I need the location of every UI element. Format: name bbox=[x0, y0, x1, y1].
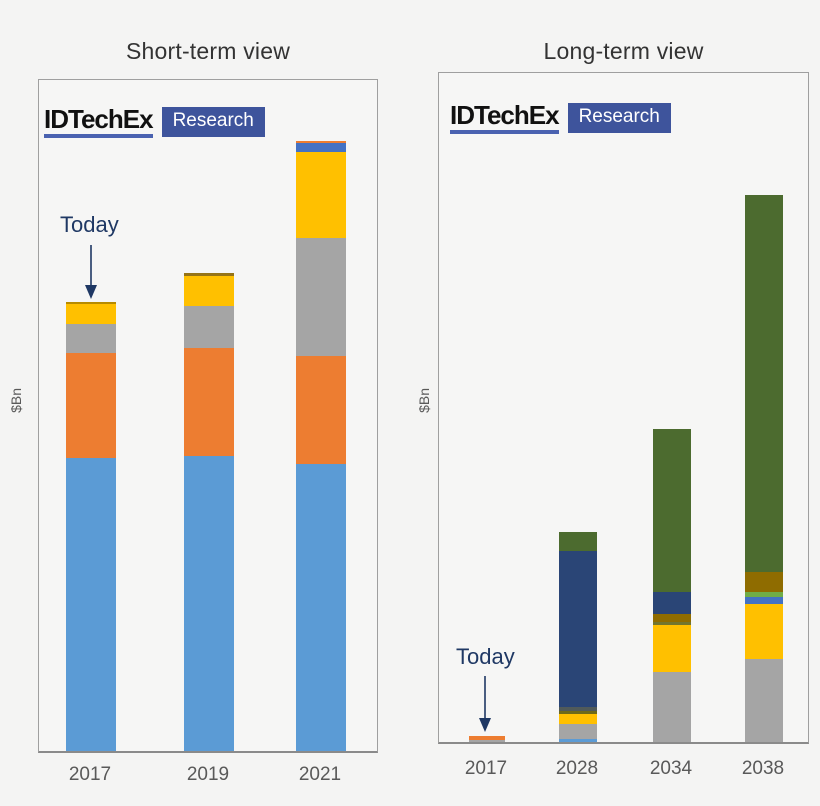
segment-navy bbox=[559, 551, 597, 707]
segment-yellow bbox=[66, 304, 116, 324]
x-axis-short-term: 2017 2019 2021 bbox=[38, 764, 378, 790]
segment-brown-sliver bbox=[184, 273, 234, 276]
plot-area-long-term bbox=[439, 73, 808, 742]
segment-olive bbox=[653, 622, 691, 625]
segment-light-blue bbox=[66, 458, 116, 751]
segment-brown bbox=[653, 614, 691, 622]
segment-gray bbox=[184, 306, 234, 348]
idtechex-research-badge: Research bbox=[161, 107, 265, 137]
segment-yellow bbox=[296, 152, 346, 238]
segment-navy bbox=[653, 592, 691, 614]
segment-slate bbox=[559, 707, 597, 711]
segment-orange-sliver bbox=[296, 141, 346, 143]
x-tick-2038: 2038 bbox=[741, 758, 785, 779]
x-axis-long-term: 2017 2028 2034 2038 bbox=[438, 758, 809, 784]
bar-2028 bbox=[559, 532, 597, 742]
segment-olive bbox=[559, 711, 597, 714]
segment-yellow bbox=[745, 604, 783, 659]
x-tick-2017: 2017 bbox=[68, 764, 112, 785]
bar-2017 bbox=[66, 302, 116, 751]
segment-orange bbox=[296, 356, 346, 464]
segment-gold-sliver bbox=[66, 302, 116, 304]
idtechex-logo-text: IDTechEx bbox=[450, 102, 560, 134]
plot-area-short-term bbox=[39, 80, 377, 751]
x-tick-2028: 2028 bbox=[555, 758, 599, 779]
segment-light-green bbox=[745, 592, 783, 597]
x-tick-2017: 2017 bbox=[464, 758, 508, 779]
today-annotation-long-term: Today bbox=[456, 644, 515, 669]
segment-light-blue bbox=[184, 456, 234, 751]
idtechex-research-badge: Research bbox=[567, 103, 671, 133]
segment-yellow bbox=[559, 714, 597, 724]
chart-panel-long-term bbox=[438, 72, 809, 744]
segment-gray bbox=[296, 238, 346, 356]
bar-2021 bbox=[296, 141, 346, 751]
idtechex-logo-text: IDTechEx bbox=[44, 106, 154, 138]
idtechex-logo: IDTechEx Research bbox=[450, 102, 671, 134]
segment-gray bbox=[559, 724, 597, 739]
segment-green bbox=[653, 429, 691, 592]
segment-gray bbox=[66, 324, 116, 353]
chart-panel-short-term bbox=[38, 79, 378, 753]
bar-2038 bbox=[745, 195, 783, 742]
bar-2034 bbox=[653, 429, 691, 742]
y-axis-label-short-term: $Bn bbox=[8, 388, 24, 413]
segment-gray bbox=[469, 740, 505, 742]
chart-title-short-term: Short-term view bbox=[125, 38, 291, 64]
today-annotation-short-term: Today bbox=[60, 212, 119, 237]
x-tick-2034: 2034 bbox=[649, 758, 693, 779]
segment-medium-blue bbox=[745, 597, 783, 604]
today-arrow-icon bbox=[85, 245, 97, 299]
segment-gray bbox=[745, 659, 783, 742]
segment-medium-blue bbox=[296, 143, 346, 152]
segment-light-blue bbox=[559, 739, 597, 742]
segment-gray bbox=[653, 672, 691, 742]
y-axis-label-long-term: $Bn bbox=[416, 388, 432, 413]
idtechex-logo: IDTechEx Research bbox=[44, 106, 265, 138]
segment-orange bbox=[469, 736, 505, 740]
bar-2019 bbox=[184, 273, 234, 751]
chart-title-long-term: Long-term view bbox=[543, 38, 704, 64]
x-tick-2019: 2019 bbox=[186, 764, 230, 785]
segment-light-blue bbox=[296, 464, 346, 751]
segment-orange bbox=[66, 353, 116, 458]
segment-green bbox=[559, 532, 597, 551]
segment-yellow bbox=[653, 625, 691, 672]
segment-brown bbox=[745, 572, 783, 592]
segment-yellow bbox=[184, 276, 234, 306]
today-arrow-icon bbox=[479, 676, 491, 732]
bar-2017 bbox=[469, 736, 505, 742]
segment-green bbox=[745, 195, 783, 572]
x-tick-2021: 2021 bbox=[298, 764, 342, 785]
segment-orange bbox=[184, 348, 234, 456]
